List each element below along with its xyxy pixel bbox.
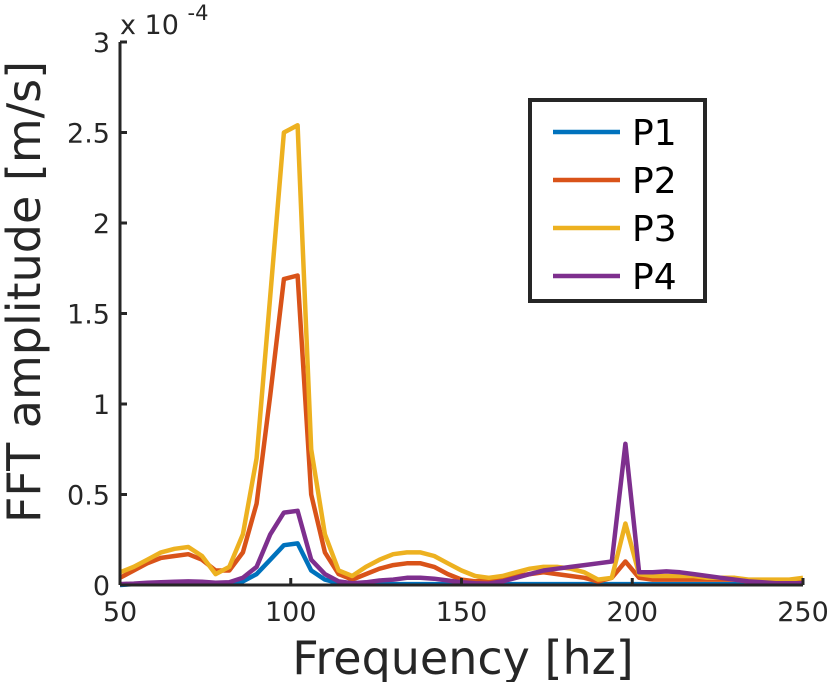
x-tick-label: 200 [606, 597, 658, 628]
legend-label-p4: P4 [632, 257, 677, 298]
y-tick-label: 2 [93, 209, 110, 240]
y-axis-title: FFT amplitude [m/s] [0, 61, 51, 523]
y-tick-label: 2.5 [67, 119, 110, 150]
legend-label-p3: P3 [632, 209, 677, 250]
y-exponent-power: -4 [188, 1, 209, 25]
y-tick-label: 1.5 [67, 300, 110, 331]
legend-label-p2: P2 [632, 161, 677, 202]
tick-label-layer: 50 100 150 200 250 0 0.5 1 1.5 2 2.5 3 [67, 28, 829, 628]
legend-label-p1: P1 [632, 113, 677, 154]
legend: P1 P2 P3 P4 [528, 98, 707, 303]
y-tick-label: 0.5 [67, 481, 110, 512]
x-tick-label: 50 [103, 597, 137, 628]
axes-layer [118, 40, 805, 587]
y-exponent-base: x 10 [120, 10, 179, 41]
x-tick-label: 250 [777, 597, 829, 628]
y-tick-label: 1 [93, 390, 110, 421]
y-exponent-label: x 10 -4 [120, 1, 208, 41]
y-tick-label: 0 [93, 571, 110, 602]
series-line-p3 [119, 123, 804, 582]
x-tick-label: 150 [436, 597, 488, 628]
x-tick-label: 100 [265, 597, 317, 628]
y-tick-label: 3 [93, 28, 110, 59]
legend-items: P1 P2 P3 P4 [553, 113, 677, 298]
x-axis-title: Frequency [hz] [292, 631, 633, 682]
